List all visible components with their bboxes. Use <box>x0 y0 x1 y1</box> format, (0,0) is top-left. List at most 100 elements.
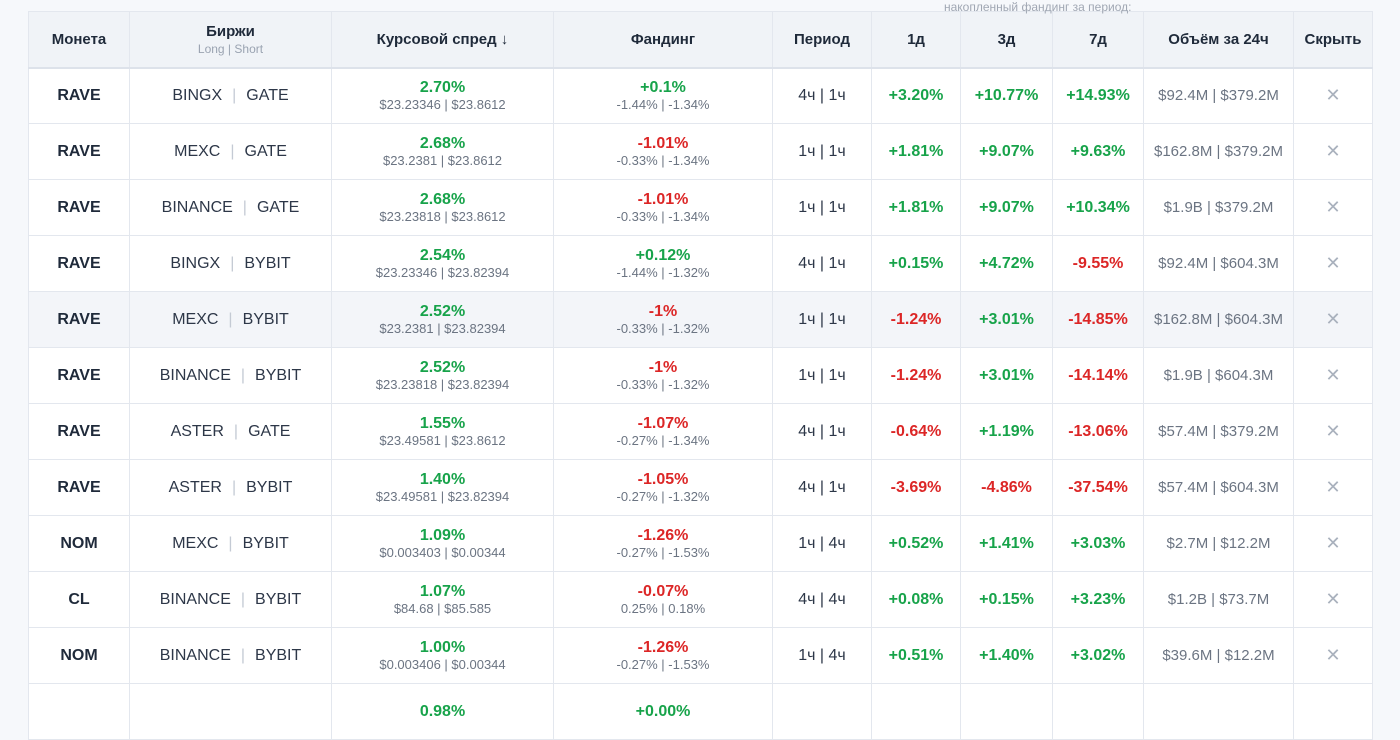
funding-3d-cell: +9.07% <box>960 123 1053 180</box>
header-1d[interactable]: 1д <box>871 11 961 69</box>
close-icon[interactable]: ✕ <box>1325 533 1341 553</box>
long-exchange[interactable]: BINANCE <box>161 198 233 216</box>
funding-value: -1.05% <box>637 471 689 488</box>
close-icon[interactable]: ✕ <box>1325 589 1341 609</box>
table-row[interactable]: CL BINANCE | BYBIT 1.07% $84.68 | $85.585 -0.0… <box>28 571 1373 628</box>
close-icon[interactable]: ✕ <box>1325 253 1341 273</box>
table-row[interactable]: RAVE ASTER | GATE 1.55% $23.49581 | $23.8612-… <box>28 403 1373 460</box>
short-exchange[interactable]: GATE <box>248 422 291 440</box>
table-row[interactable]: NOM BINANCE | BYBIT 1.00% $0.003406 | $0.0034… <box>28 627 1373 684</box>
table-row[interactable]: RAVE BINGX | BYBIT 2.54% $23.23346 | $23.8239… <box>28 235 1373 292</box>
header-3d[interactable]: 3д <box>960 11 1053 69</box>
hide-cell: ✕ <box>1293 347 1373 404</box>
header-7d[interactable]: 7д <box>1052 11 1144 69</box>
volume-cell: $57.4M | $379.2M <box>1143 403 1294 460</box>
long-exchange[interactable]: MEXC <box>172 310 219 328</box>
close-icon[interactable]: ✕ <box>1325 141 1341 161</box>
long-exchange[interactable]: ASTER <box>168 478 222 496</box>
close-icon[interactable]: ✕ <box>1325 309 1341 329</box>
funding-cell: -0.07% 0.25% | 0.18% <box>553 571 773 628</box>
accumulated-funding-caption: накопленный фандинг за период: <box>944 0 1132 14</box>
close-icon[interactable]: ✕ <box>1325 421 1341 441</box>
funding-value: -1% <box>648 359 678 376</box>
funding-7d-cell: -37.54% <box>1052 459 1144 516</box>
long-exchange[interactable]: BINANCE <box>159 590 231 608</box>
coin-cell: RAVE <box>28 403 130 460</box>
spread-value: 2.70% <box>419 79 466 97</box>
funding-cell: -1.07% -0.27% | -1.34% <box>553 403 773 460</box>
funding-3d-cell: +1.19% <box>960 403 1053 460</box>
spread-value: 1.55% <box>419 415 466 432</box>
coin-cell: RAVE <box>28 235 130 292</box>
close-icon[interactable]: ✕ <box>1325 85 1341 106</box>
volume-cell: $1.2B | $73.7M <box>1143 571 1294 628</box>
long-exchange[interactable]: MEXC <box>174 142 221 160</box>
table-row[interactable]: NOM MEXC | BYBIT 1.09% $0.003403 | $0.00344 -1… <box>28 515 1373 572</box>
table-row[interactable]: RAVE MEXC | BYBIT 2.52% $23.2381 | $23.82394-… <box>28 291 1373 348</box>
funding-7d-cell: +3.03% <box>1052 515 1144 572</box>
spread-value: 1.09% <box>419 527 466 544</box>
coin-cell: RAVE <box>28 179 130 236</box>
header-volume[interactable]: Объём за 24ч <box>1143 11 1294 69</box>
spread-prices: $23.23818 | $23.8612 <box>379 209 506 224</box>
header-exchanges[interactable]: Биржи Long | Short <box>129 11 332 69</box>
short-exchange[interactable]: GATE <box>244 142 287 160</box>
funding-value: +0.00% <box>635 703 691 720</box>
long-exchange[interactable]: ASTER <box>170 422 224 440</box>
funding-7d-cell: +10.34% <box>1052 179 1144 236</box>
short-exchange[interactable]: BYBIT <box>242 310 289 328</box>
short-exchange[interactable]: BYBIT <box>255 366 302 384</box>
table-row[interactable]: 0.98% +0.00% <box>28 683 1373 740</box>
funding-3d-cell <box>960 683 1053 740</box>
exchange-separator: | <box>240 646 246 664</box>
header-coin[interactable]: Монета <box>28 11 130 69</box>
table-row[interactable]: RAVE BINGX | GATE 2.70% $23.23346 | $23.8612 +… <box>28 67 1373 124</box>
spread-value: 1.00% <box>419 639 466 656</box>
exchange-separator: | <box>240 590 246 608</box>
long-exchange[interactable]: MEXC <box>172 534 219 552</box>
spread-value: 1.07% <box>419 583 466 600</box>
long-exchange[interactable]: BINGX <box>170 254 221 272</box>
funding-cell: -1.26% -0.27% | -1.53% <box>553 515 773 572</box>
table-row[interactable]: RAVE ASTER | BYBIT 1.40% $23.49581 | $23.8239… <box>28 459 1373 516</box>
short-exchange[interactable]: BYBIT <box>244 254 291 272</box>
funding-value: -1.01% <box>637 191 689 208</box>
close-icon[interactable]: ✕ <box>1325 365 1341 385</box>
spread-cell: 1.07% $84.68 | $85.585 <box>331 571 554 628</box>
short-exchange[interactable]: BYBIT <box>246 478 293 496</box>
period-cell: 1ч | 1ч <box>772 291 872 348</box>
header-spread[interactable]: Курсовой спред ↓ <box>331 11 554 69</box>
short-exchange[interactable]: GATE <box>256 198 300 216</box>
exchange-separator: | <box>232 86 237 104</box>
funding-value: -1.07% <box>637 415 689 432</box>
period-cell: 4ч | 1ч <box>772 235 872 292</box>
funding-7d-cell: -14.14% <box>1052 347 1144 404</box>
funding-cell: +0.00% <box>553 683 773 740</box>
short-exchange[interactable]: BYBIT <box>255 590 302 608</box>
spread-prices: $23.49581 | $23.8612 <box>379 433 506 448</box>
close-icon[interactable]: ✕ <box>1325 197 1341 217</box>
funding-3d-cell: +9.07% <box>960 179 1053 236</box>
period-cell: 1ч | 4ч <box>772 627 872 684</box>
spread-cell: 1.00% $0.003406 | $0.00344 <box>331 627 554 684</box>
header-funding[interactable]: Фандинг <box>553 11 773 69</box>
table-row[interactable]: RAVE BINANCE | GATE 2.68% $23.23818 | $23.861… <box>28 179 1373 236</box>
header-period[interactable]: Период <box>772 11 872 69</box>
period-cell: 1ч | 1ч <box>772 179 872 236</box>
close-icon[interactable]: ✕ <box>1325 477 1341 497</box>
close-icon[interactable]: ✕ <box>1325 645 1341 665</box>
spread-cell: 2.68% $23.23818 | $23.8612 <box>331 179 554 236</box>
long-exchange[interactable]: BINGX <box>172 86 223 104</box>
exchange-separator: | <box>230 142 235 160</box>
long-exchange[interactable]: BINANCE <box>159 366 231 384</box>
table-row[interactable]: RAVE BINANCE | BYBIT 2.52% $23.23818 | $23.82… <box>28 347 1373 404</box>
funding-cell: +0.1% -1.44% | -1.34% <box>553 67 773 124</box>
short-exchange[interactable]: BYBIT <box>255 646 302 664</box>
coin-cell: NOM <box>28 515 130 572</box>
table-row[interactable]: RAVE MEXC | GATE 2.68% $23.2381 | $23.8612 -1.… <box>28 123 1373 180</box>
short-exchange[interactable]: BYBIT <box>242 534 289 552</box>
short-exchange[interactable]: GATE <box>246 86 289 104</box>
funding-cell: -1.05% -0.27% | -1.32% <box>553 459 773 516</box>
period-cell: 1ч | 1ч <box>772 123 872 180</box>
long-exchange[interactable]: BINANCE <box>159 646 231 664</box>
